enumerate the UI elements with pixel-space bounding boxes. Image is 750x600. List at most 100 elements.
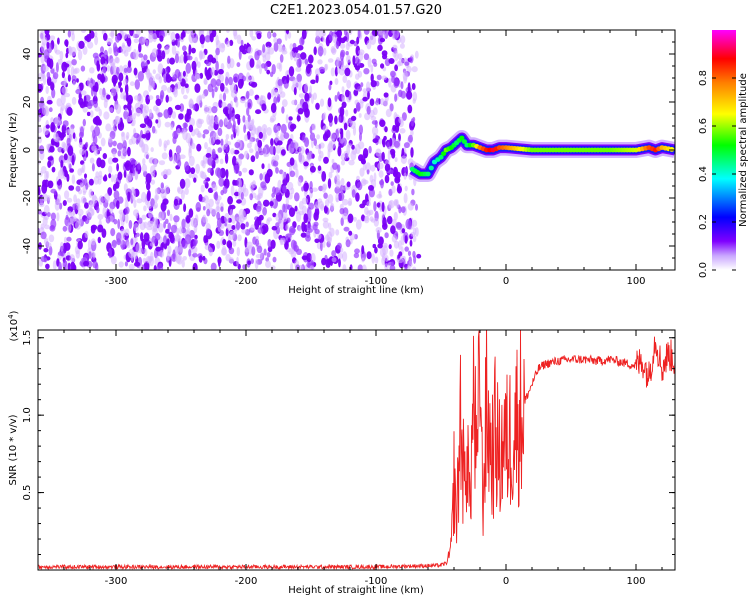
- noise-speckle: [410, 118, 415, 127]
- noise-speckle: [153, 105, 158, 112]
- noise-speckle: [179, 226, 183, 235]
- noise-speckle: [152, 69, 156, 75]
- noise-speckle: [410, 147, 414, 158]
- noise-speckle: [84, 202, 89, 209]
- noise-speckle: [370, 73, 374, 83]
- noise-speckle: [111, 147, 117, 155]
- noise-speckle: [353, 89, 359, 96]
- noise-speckle: [136, 198, 143, 204]
- noise-speckle: [314, 228, 320, 235]
- noise-speckle: [181, 87, 185, 95]
- noise-speckle: [249, 30, 254, 38]
- noise-speckle: [184, 83, 189, 88]
- noise-speckle: [291, 99, 297, 106]
- noise-speckle: [133, 112, 137, 120]
- noise-speckle: [412, 266, 417, 270]
- noise-speckle: [188, 44, 192, 55]
- noise-speckle: [75, 250, 81, 259]
- noise-speckle: [293, 52, 298, 62]
- noise-speckle: [79, 126, 84, 137]
- noise-speckle: [176, 227, 180, 236]
- noise-speckle: [113, 77, 117, 87]
- noise-speckle: [205, 238, 209, 243]
- noise-speckle: [62, 120, 69, 127]
- noise-speckle: [362, 96, 368, 102]
- noise-speckle: [407, 203, 414, 211]
- noise-speckle: [327, 58, 334, 63]
- noise-speckle: [249, 193, 253, 201]
- noise-speckle: [64, 190, 70, 200]
- noise-speckle: [315, 102, 320, 110]
- noise-speckle: [167, 222, 172, 231]
- noise-speckle: [117, 218, 121, 229]
- noise-speckle: [49, 35, 56, 41]
- noise-speckle: [154, 158, 158, 168]
- noise-speckle: [331, 47, 337, 55]
- noise-speckle: [102, 206, 107, 218]
- noise-speckle: [118, 81, 122, 87]
- noise-speckle: [208, 198, 214, 208]
- noise-speckle: [244, 134, 249, 142]
- noise-speckle: [258, 146, 262, 154]
- noise-speckle: [334, 94, 338, 102]
- noise-speckle: [269, 117, 275, 123]
- noise-speckle: [183, 51, 188, 56]
- noise-speckle: [40, 231, 47, 240]
- noise-speckle: [167, 245, 172, 255]
- noise-speckle: [61, 71, 65, 79]
- noise-speckle: [215, 158, 219, 164]
- noise-speckle: [397, 257, 404, 264]
- noise-speckle: [42, 216, 48, 226]
- noise-speckle: [157, 263, 164, 270]
- noise-speckle: [76, 198, 81, 206]
- noise-speckle: [367, 90, 370, 100]
- noise-speckle: [395, 221, 402, 229]
- noise-speckle: [193, 177, 197, 183]
- noise-speckle: [87, 41, 94, 49]
- noise-speckle: [72, 132, 76, 140]
- noise-speckle: [347, 213, 354, 224]
- noise-speckle: [222, 92, 227, 102]
- noise-speckle: [207, 156, 214, 166]
- noise-speckle: [46, 170, 50, 179]
- noise-speckle: [272, 256, 277, 263]
- spectrogram-x-tick-label: -300: [105, 276, 128, 287]
- noise-speckle: [93, 126, 101, 137]
- noise-speckle: [328, 113, 333, 123]
- noise-speckle: [161, 50, 166, 60]
- noise-speckle: [240, 223, 246, 230]
- noise-speckle: [389, 249, 394, 257]
- noise-speckle: [281, 106, 285, 114]
- noise-speckle: [88, 100, 92, 107]
- noise-speckle: [317, 46, 324, 57]
- noise-speckle: [298, 226, 302, 232]
- noise-speckle: [230, 134, 234, 140]
- noise-speckle: [330, 138, 336, 149]
- noise-speckle: [44, 237, 49, 245]
- noise-speckle: [186, 215, 190, 224]
- noise-speckle: [301, 221, 306, 233]
- noise-speckle: [236, 34, 242, 45]
- noise-speckle: [277, 93, 281, 102]
- noise-speckle: [318, 147, 321, 155]
- noise-speckle: [214, 191, 219, 201]
- noise-speckle: [67, 66, 70, 76]
- noise-speckle: [183, 203, 187, 212]
- noise-speckle: [298, 93, 305, 98]
- noise-speckle: [400, 90, 407, 99]
- noise-speckle: [196, 143, 202, 152]
- noise-speckle: [47, 160, 52, 168]
- noise-speckle: [170, 31, 176, 42]
- noise-speckle: [281, 170, 285, 180]
- noise-speckle: [190, 167, 196, 175]
- noise-speckle: [107, 187, 113, 196]
- noise-speckle: [56, 180, 62, 186]
- noise-speckle: [375, 148, 382, 157]
- noise-speckle: [359, 101, 364, 109]
- snr-series-line: [38, 330, 675, 570]
- noise-speckle: [175, 254, 181, 264]
- noise-speckle: [344, 67, 351, 77]
- noise-speckle: [352, 55, 356, 66]
- noise-speckle: [345, 239, 351, 248]
